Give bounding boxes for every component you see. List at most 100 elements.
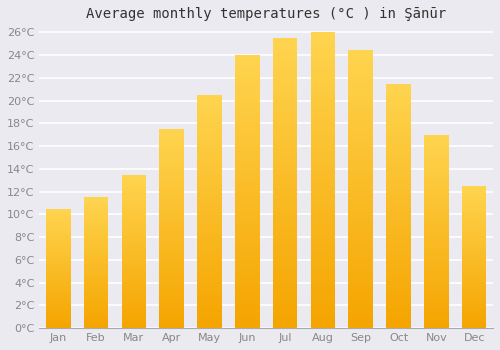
Bar [160, 202, 184, 205]
Bar [424, 193, 448, 196]
Bar [310, 146, 335, 151]
Bar [462, 205, 486, 207]
Bar [235, 265, 260, 269]
Bar [160, 262, 184, 265]
Bar [122, 193, 146, 195]
Bar [386, 214, 411, 218]
Bar [235, 274, 260, 278]
Bar [235, 92, 260, 96]
Bar [160, 282, 184, 285]
Bar [122, 180, 146, 182]
Bar [424, 306, 448, 309]
Bar [235, 64, 260, 69]
Bar [462, 200, 486, 203]
Bar [462, 321, 486, 323]
Bar [348, 226, 373, 231]
Bar [310, 77, 335, 82]
Bar [273, 183, 297, 188]
Bar [310, 170, 335, 175]
Bar [348, 138, 373, 142]
Bar [46, 240, 70, 243]
Bar [84, 306, 108, 309]
Bar [122, 182, 146, 185]
Bar [235, 133, 260, 137]
Bar [235, 105, 260, 110]
Bar [310, 52, 335, 57]
Bar [84, 302, 108, 304]
Bar [122, 175, 146, 177]
Bar [273, 149, 297, 154]
Bar [197, 103, 222, 107]
Bar [84, 280, 108, 282]
Bar [348, 240, 373, 245]
Bar [235, 164, 260, 169]
Bar [348, 208, 373, 212]
Bar [84, 285, 108, 287]
Bar [197, 153, 222, 157]
Bar [46, 285, 70, 286]
Bar [273, 62, 297, 67]
Bar [160, 315, 184, 318]
Bar [424, 296, 448, 299]
Bar [122, 251, 146, 254]
Bar [235, 183, 260, 187]
Bar [235, 260, 260, 265]
Bar [235, 160, 260, 164]
Bar [122, 257, 146, 259]
Bar [235, 310, 260, 315]
Bar [84, 282, 108, 285]
Bar [310, 254, 335, 259]
Bar [46, 266, 70, 268]
Bar [197, 266, 222, 270]
Bar [122, 321, 146, 323]
Bar [462, 259, 486, 262]
Bar [462, 215, 486, 217]
Bar [46, 272, 70, 274]
Bar [273, 178, 297, 183]
Bar [122, 267, 146, 270]
Bar [348, 184, 373, 189]
Bar [386, 324, 411, 328]
Bar [310, 299, 335, 303]
Bar [197, 169, 222, 173]
Bar [235, 228, 260, 233]
Bar [84, 289, 108, 291]
Bar [310, 106, 335, 111]
Bar [348, 166, 373, 170]
Bar [46, 322, 70, 324]
Bar [84, 237, 108, 239]
Bar [386, 128, 411, 133]
Bar [122, 262, 146, 264]
Bar [348, 194, 373, 198]
Bar [462, 207, 486, 210]
Bar [122, 218, 146, 221]
Bar [348, 105, 373, 110]
Bar [386, 243, 411, 247]
Bar [348, 296, 373, 300]
Bar [310, 210, 335, 215]
Bar [273, 275, 297, 280]
Bar [273, 169, 297, 174]
Bar [235, 192, 260, 196]
Bar [348, 63, 373, 68]
Bar [235, 114, 260, 119]
Bar [462, 279, 486, 281]
Bar [310, 284, 335, 289]
Bar [235, 87, 260, 92]
Bar [197, 293, 222, 297]
Bar [310, 37, 335, 42]
Bar [160, 245, 184, 248]
Bar [386, 267, 411, 271]
Bar [310, 215, 335, 220]
Bar [310, 220, 335, 225]
Bar [310, 190, 335, 195]
Bar [424, 154, 448, 158]
Bar [160, 232, 184, 235]
Bar [273, 227, 297, 231]
Bar [197, 324, 222, 328]
Bar [310, 323, 335, 328]
Bar [160, 222, 184, 225]
Bar [273, 116, 297, 120]
Bar [197, 188, 222, 192]
Bar [310, 166, 335, 170]
